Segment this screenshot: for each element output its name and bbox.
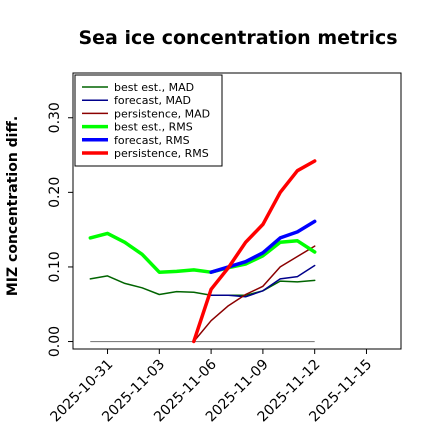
legend-label: best est., RMS	[114, 121, 193, 134]
legend-label: best est., MAD	[114, 81, 194, 94]
y-tick-label: 0.10	[47, 251, 63, 282]
chart-title: Sea ice concentration metrics	[78, 27, 397, 49]
y-tick-label: 0.00	[47, 326, 63, 357]
y-tick-label: 0.30	[47, 102, 63, 133]
x-axis: 2025-10-312025-11-032025-11-062025-11-09…	[48, 349, 375, 425]
y-axis-label: MIZ concentration diff.	[5, 116, 21, 296]
series-line-2	[210, 264, 316, 298]
y-tick-label: 0.20	[47, 177, 63, 208]
series-line-3	[193, 245, 316, 343]
y-axis: 0.00 0.10 0.20 0.30	[47, 102, 73, 357]
legend-label: forecast, MAD	[114, 94, 191, 107]
series-line-5	[209, 219, 317, 274]
series-line-4	[88, 231, 317, 274]
legend-box	[74, 74, 223, 167]
series-line-1	[89, 275, 316, 297]
legend-label: forecast, RMS	[114, 134, 190, 147]
plot-frame	[72, 72, 402, 350]
series-layer	[88, 159, 317, 344]
series-line-6	[192, 159, 317, 344]
legend-label: persistence, RMS	[114, 147, 209, 160]
legend-label: persistence, MAD	[114, 107, 210, 120]
